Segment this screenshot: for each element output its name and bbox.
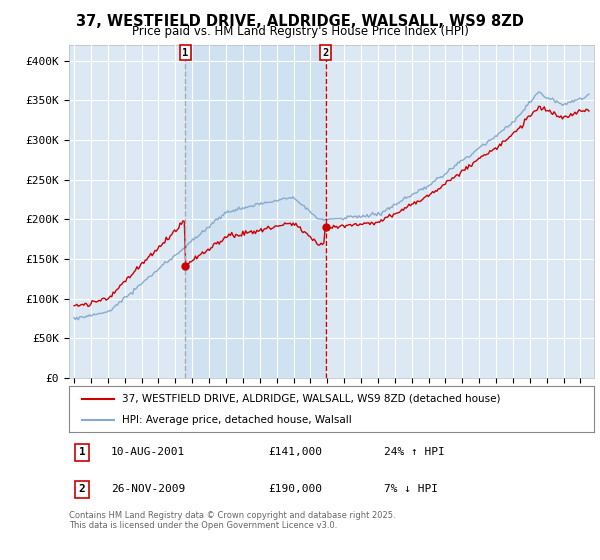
Text: 1: 1	[182, 48, 188, 58]
Text: 26-NOV-2009: 26-NOV-2009	[111, 484, 185, 494]
Bar	[185, 45, 326, 378]
Text: Contains HM Land Registry data © Crown copyright and database right 2025.
This d: Contains HM Land Registry data © Crown c…	[69, 511, 395, 530]
Text: £141,000: £141,000	[269, 447, 323, 458]
Text: 7% ↓ HPI: 7% ↓ HPI	[384, 484, 438, 494]
Text: Price paid vs. HM Land Registry's House Price Index (HPI): Price paid vs. HM Land Registry's House …	[131, 25, 469, 38]
Text: 37, WESTFIELD DRIVE, ALDRIDGE, WALSALL, WS9 8ZD: 37, WESTFIELD DRIVE, ALDRIDGE, WALSALL, …	[76, 14, 524, 29]
Text: £190,000: £190,000	[269, 484, 323, 494]
Text: 2: 2	[79, 484, 86, 494]
Text: 37, WESTFIELD DRIVE, ALDRIDGE, WALSALL, WS9 8ZD (detached house): 37, WESTFIELD DRIVE, ALDRIDGE, WALSALL, …	[121, 394, 500, 404]
Text: 10-AUG-2001: 10-AUG-2001	[111, 447, 185, 458]
Text: 2: 2	[322, 48, 329, 58]
Text: 24% ↑ HPI: 24% ↑ HPI	[384, 447, 445, 458]
Text: HPI: Average price, detached house, Walsall: HPI: Average price, detached house, Wals…	[121, 415, 351, 425]
Text: 1: 1	[79, 447, 86, 458]
